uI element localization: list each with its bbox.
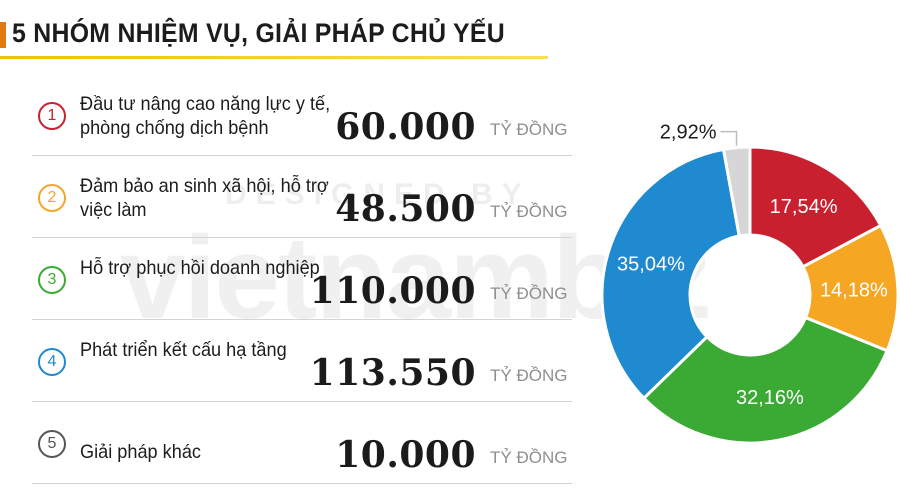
list-item-5: 5 Giải pháp khác 10.000 TỶ ĐỒNG (32, 414, 572, 496)
title-accent-bar (0, 22, 6, 48)
item-number-badge: 1 (38, 102, 66, 130)
list-item-4: 4 Phát triển kết cấu hạ tầng 113.550 TỶ … (32, 332, 572, 414)
slice-label-health: 17,54% (770, 196, 838, 218)
divider (32, 237, 572, 238)
item-number-badge: 2 (38, 184, 66, 212)
list-item-1: 1 Đầu tư nâng cao năng lực y tế, phòng c… (32, 86, 572, 168)
item-label: Phát triển kết cấu hạ tầng (80, 339, 287, 361)
item-label: Giải pháp khác (80, 441, 201, 463)
item-unit: TỶ ĐỒNG (490, 120, 568, 139)
item-unit: TỶ ĐỒNG (490, 202, 568, 221)
item-number-badge: 4 (38, 348, 66, 376)
item-label: Hỗ trợ phục hồi doanh nghiệp (80, 257, 320, 279)
item-number-badge: 3 (38, 266, 66, 294)
divider (32, 401, 572, 402)
page-title: 5 NHÓM NHIỆM VỤ, GIẢI PHÁP CHỦ YẾU (12, 18, 505, 48)
divider (32, 155, 572, 156)
donut-chart-svg: 17,54% 14,18% 32,16% 35,04% 2,92% (600, 122, 900, 445)
slice-health (748, 145, 883, 269)
slice-label-infrastructure: 35,04% (617, 253, 685, 275)
list-item-3: 3 Hỗ trợ phục hồi doanh nghiệp 110.000 T… (32, 250, 572, 332)
header: 5 NHÓM NHIỆM VỤ, GIẢI PHÁP CHỦ YẾU (0, 0, 560, 59)
item-unit: TỶ ĐỒNG (490, 448, 568, 467)
divider (32, 319, 572, 320)
item-value: 48.500 (335, 188, 476, 230)
slice-business-recovery (641, 315, 890, 445)
donut-chart: 17,54% 14,18% 32,16% 35,04% 2,92% (600, 40, 900, 490)
item-value: 60.000 (335, 106, 476, 148)
item-number-badge: 5 (38, 430, 66, 458)
slice-label-social-security: 14,18% (820, 280, 888, 302)
list-item-2: 2 Đảm bảo an sinh xã hội, hỗ trợ việc là… (32, 168, 572, 250)
title-underline (0, 56, 548, 59)
task-list: 1 Đầu tư nâng cao năng lực y tế, phòng c… (32, 86, 572, 496)
item-value: 110.000 (309, 270, 476, 312)
slice-label-other: 2,92% (660, 122, 717, 144)
item-label: Đảm bảo an sinh xã hội, hỗ trợ việc làm (80, 175, 329, 221)
slice-other (721, 145, 752, 238)
item-unit: TỶ ĐỒNG (490, 366, 568, 385)
slice-infrastructure (600, 147, 741, 401)
item-value: 113.550 (309, 352, 476, 394)
slice-leader-line (720, 130, 738, 146)
divider (32, 483, 572, 484)
item-label: Đầu tư nâng cao năng lực y tế, phòng chố… (80, 93, 331, 139)
slice-label-business-recovery: 32,16% (736, 387, 804, 409)
item-value: 10.000 (335, 434, 476, 476)
item-unit: TỶ ĐỒNG (490, 284, 568, 303)
